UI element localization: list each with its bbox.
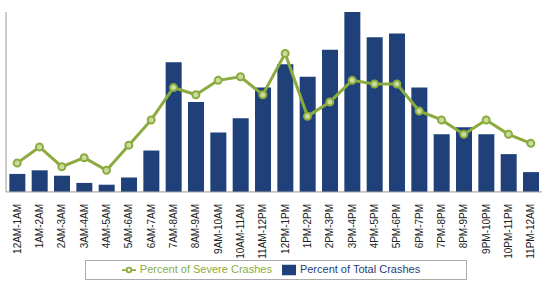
svg-text:9AM-10AM: 9AM-10AM	[213, 204, 224, 254]
svg-text:7AM-8AM: 7AM-8AM	[168, 204, 179, 248]
svg-text:4AM-5AM: 4AM-5AM	[101, 204, 112, 248]
svg-text:8PM-9PM: 8PM-9PM	[458, 204, 469, 248]
svg-text:7PM-8PM: 7PM-8PM	[436, 204, 447, 248]
svg-text:12AM-1AM: 12AM-1AM	[12, 204, 23, 254]
svg-text:4PM-5PM: 4PM-5PM	[369, 204, 380, 248]
html-text:Percent of Severe Crashes: Percent of Severe Crashes	[139, 262, 272, 275]
svg-text:1PM-2PM: 1PM-2PM	[302, 204, 313, 248]
svg-text:6AM-7AM: 6AM-7AM	[146, 204, 157, 248]
svg-text:3PM-4PM: 3PM-4PM	[347, 204, 358, 248]
svg-text:10PM-11PM: 10PM-11PM	[503, 204, 514, 259]
svg-text:6PM-7PM: 6PM-7PM	[414, 204, 425, 248]
svg-text:11PM-12AM: 11PM-12AM	[525, 204, 536, 259]
svg-text:10AM-11AM: 10AM-11AM	[235, 204, 246, 259]
svg-text:1AM-2AM: 1AM-2AM	[34, 204, 45, 248]
svg-text:3AM-4AM: 3AM-4AM	[79, 204, 90, 248]
svg-text:12PM-1PM: 12PM-1PM	[280, 204, 291, 254]
svg-text:2AM-3AM: 2AM-3AM	[56, 204, 67, 248]
html-text:Percent of Total Crashes: Percent of Total Crashes	[299, 262, 421, 275]
svg-text:8AM-9AM: 8AM-9AM	[190, 204, 201, 248]
svg-text:5AM-6AM: 5AM-6AM	[123, 204, 134, 248]
svg-text:2PM-3PM: 2PM-3PM	[324, 204, 335, 248]
svg-text:5PM-6PM: 5PM-6PM	[391, 204, 402, 248]
svg-text:9PM-10PM: 9PM-10PM	[481, 204, 492, 254]
svg-text:11AM-12PM: 11AM-12PM	[257, 204, 268, 259]
